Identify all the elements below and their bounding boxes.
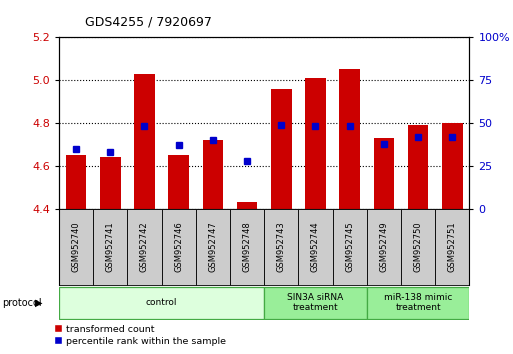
Bar	[408, 125, 428, 209]
Bar	[435, 209, 469, 285]
Text: GSM952750: GSM952750	[413, 222, 423, 272]
Text: GSM952749: GSM952749	[380, 222, 388, 272]
Text: GSM952746: GSM952746	[174, 222, 183, 272]
Bar	[367, 287, 469, 319]
Text: GSM952747: GSM952747	[208, 222, 218, 272]
Text: SIN3A siRNA
treatment: SIN3A siRNA treatment	[287, 293, 344, 312]
Text: miR-138 mimic
treatment: miR-138 mimic treatment	[384, 293, 452, 312]
Bar	[442, 123, 463, 209]
Bar	[134, 74, 155, 209]
Bar	[162, 209, 196, 285]
Bar	[168, 155, 189, 209]
Bar	[93, 209, 127, 285]
Bar	[100, 158, 121, 209]
Text: control: control	[146, 298, 177, 307]
Text: GSM952745: GSM952745	[345, 222, 354, 272]
Text: GSM952741: GSM952741	[106, 222, 115, 272]
Bar	[305, 78, 326, 209]
Text: GSM952748: GSM952748	[243, 222, 251, 272]
Bar	[264, 209, 299, 285]
Bar	[264, 287, 367, 319]
Bar	[340, 69, 360, 209]
Bar	[127, 209, 162, 285]
Bar	[196, 209, 230, 285]
Bar	[230, 209, 264, 285]
Bar	[373, 138, 394, 209]
Bar	[66, 155, 86, 209]
Bar	[299, 209, 332, 285]
Bar	[59, 209, 93, 285]
Bar	[332, 209, 367, 285]
Bar	[203, 140, 223, 209]
Text: ▶: ▶	[35, 298, 43, 308]
Text: GSM952740: GSM952740	[72, 222, 81, 272]
Text: GSM952742: GSM952742	[140, 222, 149, 272]
Bar	[271, 89, 291, 209]
Text: protocol: protocol	[3, 298, 42, 308]
Bar	[367, 209, 401, 285]
Text: GSM952744: GSM952744	[311, 222, 320, 272]
Legend: transformed count, percentile rank within the sample: transformed count, percentile rank withi…	[51, 321, 230, 349]
Text: GDS4255 / 7920697: GDS4255 / 7920697	[85, 15, 211, 28]
Bar	[237, 202, 258, 209]
Bar	[59, 287, 264, 319]
Text: GSM952751: GSM952751	[448, 222, 457, 272]
Bar	[401, 209, 435, 285]
Text: GSM952743: GSM952743	[277, 222, 286, 272]
